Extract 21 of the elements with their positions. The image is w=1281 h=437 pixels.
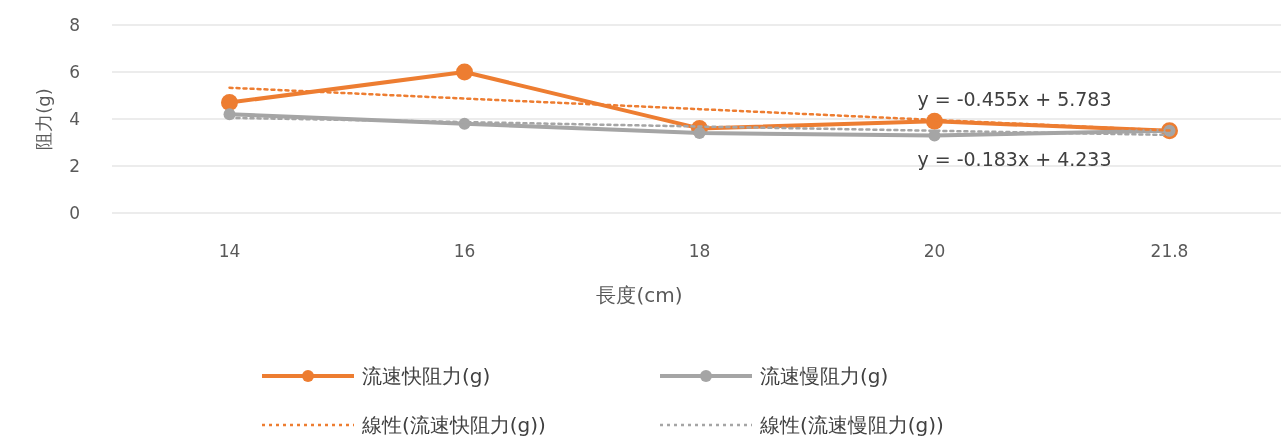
annotation: y = -0.183x + 4.233 [917, 148, 1112, 170]
x-tick-label: 21.8 [1150, 241, 1189, 261]
y-tick-label: 6 [69, 62, 80, 82]
x-tick-label: 20 [923, 241, 946, 261]
legend-label: 線性(流速慢阻力(g)) [759, 413, 944, 437]
x-tick-label: 18 [688, 241, 711, 261]
legend-label: 線性(流速快阻力(g)) [361, 413, 546, 437]
y-axis-title: 阻力(g) [33, 88, 54, 150]
y-tick-label: 4 [69, 109, 80, 129]
y-tick-label: 2 [69, 156, 80, 176]
point [456, 63, 473, 81]
annotation: y = -0.455x + 5.783 [917, 88, 1112, 110]
x-axis-title: 長度(cm) [596, 283, 683, 307]
point [693, 127, 706, 140]
legend-label: 流速慢阻力(g) [760, 364, 889, 388]
legend-label: 流速快阻力(g) [362, 364, 491, 388]
x-tick-label: 14 [218, 241, 241, 261]
y-tick-label: 8 [69, 15, 80, 35]
point [221, 94, 238, 112]
y-tick-label: 0 [69, 203, 80, 223]
x-tick-label: 16 [453, 241, 476, 261]
